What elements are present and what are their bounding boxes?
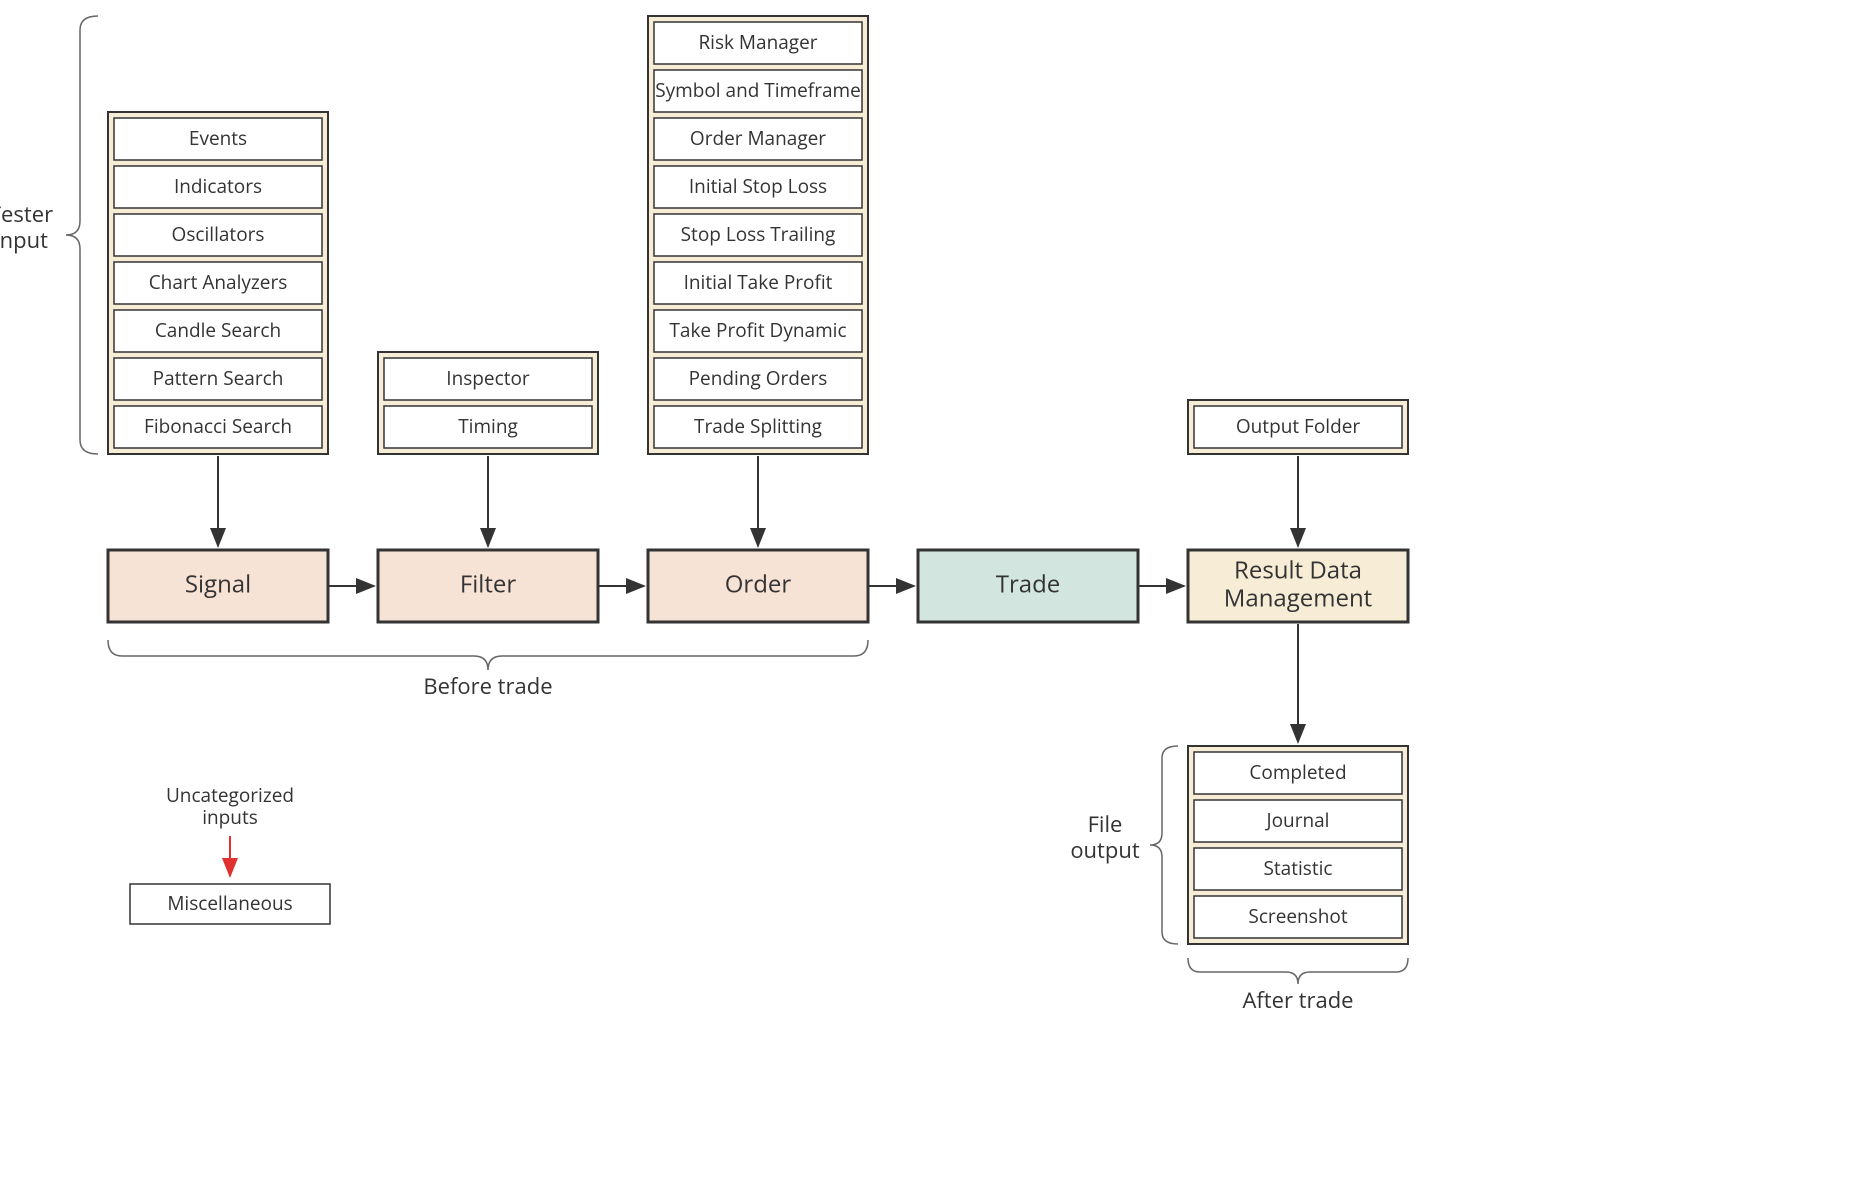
brace-tester-input [66,16,98,454]
brace-after-trade [1188,958,1408,984]
label-file-output: output [1070,835,1140,865]
brace-before-trade [108,640,868,670]
file-output-item-label: Journal [1265,807,1330,833]
signal-inputs-item-label: Fibonacci Search [144,413,292,439]
filter-inputs-item-label: Timing [458,413,518,439]
file-output-item-label: Screenshot [1248,903,1347,929]
signal-inputs-item-label: Chart Analyzers [149,269,288,295]
flow-diagram: Events Indicators Oscillators Chart Analyze… [0,0,1873,1185]
order-inputs-item-label: Risk Manager [698,29,817,55]
brace-file-output [1150,746,1178,944]
flow-box-trade-label: Trade [996,567,1061,600]
file-output-item-label: Completed [1249,759,1346,785]
order-inputs-item-label: Take Profit Dynamic [669,317,846,343]
order-inputs-item-label: Trade Splitting [694,413,822,439]
result-inputs-item-label: Output Folder [1236,413,1361,439]
signal-inputs-item-label: Indicators [174,173,262,199]
order-inputs-item-label: Order Manager [690,125,826,151]
misc-box-label: Miscellaneous [167,890,292,916]
flow-box-result-label: Management [1224,581,1372,614]
flow-box-order-label: Order [725,567,792,600]
signal-inputs-item-label: Oscillators [172,221,265,247]
signal-inputs-item-label: Pattern Search [153,365,284,391]
signal-inputs-item-label: Events [189,125,247,151]
label-tester-input: input [0,225,48,255]
order-inputs-item-label: Initial Take Profit [684,269,833,295]
filter-inputs-item-label: Inspector [446,365,530,391]
signal-inputs-item-label: Candle Search [155,317,281,343]
order-inputs-item-label: Symbol and Timeframe [655,77,861,103]
file-output-item-label: Statistic [1263,855,1332,881]
order-inputs-item-label: Pending Orders [689,365,828,391]
label-before-trade: Before trade [423,671,552,701]
label-after-trade: After trade [1242,985,1353,1015]
flow-box-signal-label: Signal [185,567,251,600]
label-uncategorized: inputs [202,804,258,830]
order-inputs-item-label: Stop Loss Trailing [681,221,836,247]
flow-box-filter-label: Filter [460,567,517,600]
order-inputs-item-label: Initial Stop Loss [689,173,827,199]
